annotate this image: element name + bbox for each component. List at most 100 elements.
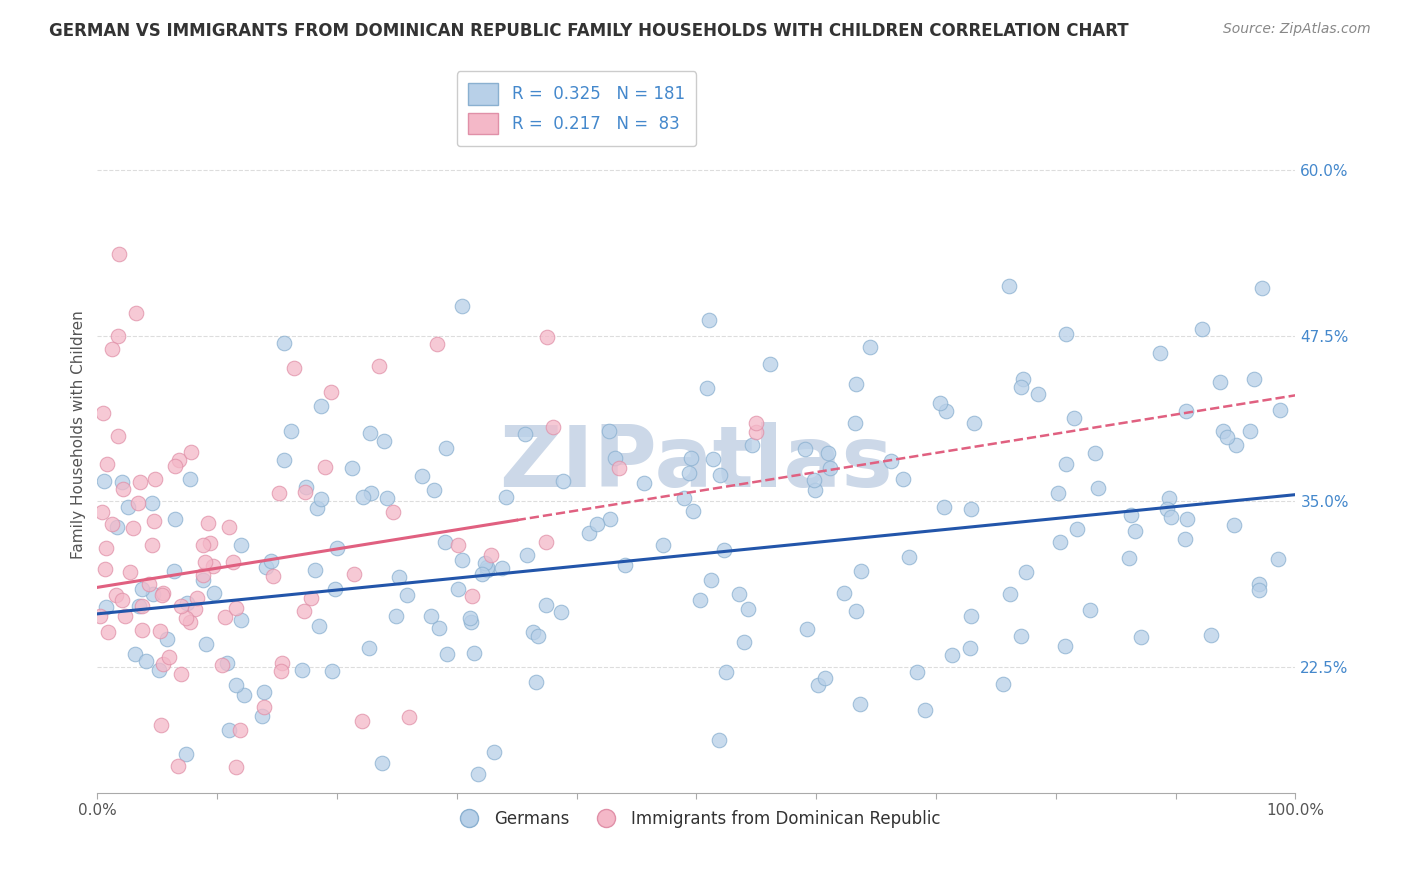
Point (527, 630, 550, 644)
Point (201, 559, 224, 574)
Point (1225, 438, 1247, 452)
Point (135, 654, 157, 668)
Point (475, 563, 498, 577)
Point (314, 459, 336, 474)
Point (174, 747, 197, 761)
Point (176, 596, 198, 610)
Point (373, 434, 395, 448)
Point (534, 598, 557, 612)
Point (928, 396, 950, 410)
Point (741, 438, 763, 452)
Point (170, 666, 193, 681)
Point (534, 535, 557, 549)
Point (143, 472, 166, 486)
Point (225, 601, 247, 615)
Point (963, 416, 986, 430)
Point (1063, 411, 1085, 425)
Point (1053, 639, 1076, 653)
Point (280, 424, 302, 438)
Point (93, 474, 115, 488)
Point (307, 500, 329, 515)
Point (482, 745, 505, 759)
Point (796, 623, 818, 637)
Point (157, 649, 180, 664)
Point (215, 657, 238, 671)
Point (152, 586, 174, 600)
Point (309, 492, 332, 507)
Point (97, 624, 120, 639)
Point (167, 453, 190, 467)
Point (817, 446, 839, 460)
Point (411, 468, 433, 483)
Point (94, 600, 117, 615)
Point (1054, 327, 1077, 342)
Point (1216, 430, 1239, 444)
Point (225, 678, 247, 692)
Point (941, 648, 963, 662)
Point (475, 560, 498, 574)
Point (1015, 566, 1038, 580)
Point (150, 588, 173, 602)
Point (849, 697, 872, 711)
Point (93, 561, 115, 575)
Point (891, 472, 914, 486)
Point (702, 452, 724, 467)
Point (198, 536, 221, 550)
Point (202, 586, 225, 600)
Point (495, 490, 517, 504)
Point (193, 538, 215, 552)
Point (385, 608, 408, 623)
Point (541, 419, 564, 434)
Point (1268, 402, 1291, 417)
Point (707, 733, 730, 747)
Point (101, 343, 124, 357)
Point (1247, 583, 1270, 598)
Point (1239, 424, 1261, 438)
Point (1175, 512, 1198, 526)
Point (273, 452, 295, 467)
Point (352, 714, 374, 728)
Point (803, 483, 825, 498)
Point (1156, 502, 1178, 516)
Point (578, 526, 600, 541)
Point (91, 828, 114, 842)
Point (194, 637, 217, 651)
Point (90, 505, 112, 519)
Point (1249, 577, 1271, 591)
Point (603, 451, 626, 466)
Point (586, 516, 609, 531)
Point (252, 700, 274, 714)
Point (357, 640, 380, 655)
Point (273, 336, 295, 351)
Point (479, 549, 502, 563)
Point (250, 709, 273, 723)
Point (1084, 446, 1107, 460)
Point (170, 599, 193, 614)
Legend: Germans, Immigrants from Dominican Republic: Germans, Immigrants from Dominican Repub… (446, 803, 948, 834)
Text: Source: ZipAtlas.com: Source: ZipAtlas.com (1223, 22, 1371, 37)
Point (120, 565, 142, 579)
Point (759, 357, 782, 371)
Point (832, 585, 855, 599)
Point (254, 559, 277, 574)
Point (117, 500, 139, 514)
Point (613, 558, 636, 572)
Point (905, 665, 928, 679)
Point (101, 516, 124, 531)
Point (191, 567, 214, 582)
Point (423, 483, 446, 498)
Point (607, 460, 630, 475)
Point (599, 512, 621, 526)
Point (1149, 346, 1171, 360)
Point (388, 570, 411, 584)
Point (1121, 508, 1143, 522)
Point (229, 613, 252, 627)
Point (1066, 522, 1088, 536)
Point (152, 657, 174, 671)
Point (131, 582, 153, 596)
Point (353, 490, 375, 504)
Point (218, 520, 240, 534)
Point (851, 564, 873, 578)
Point (697, 312, 720, 326)
Point (820, 461, 842, 475)
